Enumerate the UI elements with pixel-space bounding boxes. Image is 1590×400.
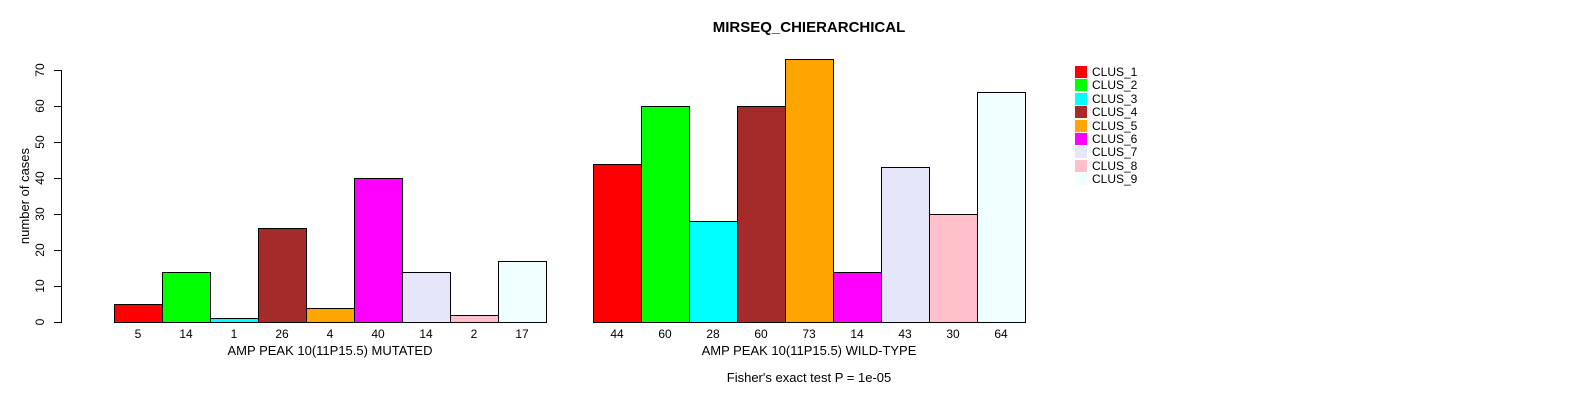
chart-title: MIRSEQ_CHIERARCHICAL xyxy=(712,19,906,36)
legend-label: CLUS_8 xyxy=(1092,159,1138,173)
bar-value-label: 44 xyxy=(610,327,624,341)
bar xyxy=(354,178,403,323)
bar xyxy=(689,221,738,323)
bar-value-label: 30 xyxy=(946,327,960,341)
bar-value-label: 64 xyxy=(994,327,1008,341)
bar-value-label: 14 xyxy=(179,327,193,341)
legend-label: CLUS_2 xyxy=(1092,78,1138,92)
legend-swatch xyxy=(1075,160,1087,172)
bar-value-label: 43 xyxy=(898,327,912,341)
legend-swatch xyxy=(1075,79,1087,91)
bar xyxy=(785,59,834,323)
bar-value-label: 1 xyxy=(230,327,238,341)
bar xyxy=(114,304,163,323)
legend-swatch xyxy=(1075,106,1087,118)
bar xyxy=(306,308,355,323)
bar xyxy=(162,272,211,323)
y-tick-mark xyxy=(54,142,61,143)
bar xyxy=(833,272,882,323)
y-tick-mark xyxy=(54,322,61,323)
y-tick-label: 70 xyxy=(33,63,47,77)
y-tick-mark xyxy=(54,70,61,71)
y-tick-label: 20 xyxy=(33,243,47,257)
bar xyxy=(402,272,451,323)
bar xyxy=(210,318,259,323)
bar-value-label: 2 xyxy=(470,327,478,341)
legend-label: CLUS_5 xyxy=(1092,119,1138,133)
bar-value-label: 4 xyxy=(326,327,334,341)
bar-value-label: 40 xyxy=(371,327,385,341)
bar xyxy=(929,214,978,323)
y-tick-label: 40 xyxy=(33,171,47,185)
y-tick-mark xyxy=(54,250,61,251)
bar-value-label: 28 xyxy=(706,327,720,341)
bar xyxy=(881,167,930,323)
bar xyxy=(450,315,499,323)
y-tick-mark xyxy=(54,178,61,179)
legend-label: CLUS_7 xyxy=(1092,145,1138,159)
x-axis-group-label: AMP PEAK 10(11P15.5) MUTATED xyxy=(227,343,433,358)
bar xyxy=(593,164,642,323)
bar xyxy=(498,261,547,323)
bar-value-label: 17 xyxy=(515,327,529,341)
legend-swatch xyxy=(1075,120,1087,132)
legend-swatch xyxy=(1075,93,1087,105)
legend-swatch xyxy=(1075,133,1087,145)
bar xyxy=(977,92,1026,323)
legend-label: CLUS_6 xyxy=(1092,132,1138,146)
bar xyxy=(258,228,307,323)
bar-value-label: 5 xyxy=(134,327,142,341)
fisher-test-caption: Fisher's exact test P = 1e-05 xyxy=(726,370,892,385)
bar xyxy=(737,106,786,323)
y-tick-label: 50 xyxy=(33,135,47,149)
legend-swatch xyxy=(1075,173,1087,185)
y-tick-mark xyxy=(54,286,61,287)
bar-value-label: 60 xyxy=(658,327,672,341)
legend-label: CLUS_1 xyxy=(1092,65,1138,79)
legend-label: CLUS_3 xyxy=(1092,92,1138,106)
y-axis-line xyxy=(61,70,62,323)
legend-swatch xyxy=(1075,66,1087,78)
y-tick-label: 60 xyxy=(33,99,47,113)
y-tick-label: 0 xyxy=(33,318,47,326)
bar xyxy=(641,106,690,323)
bar-value-label: 14 xyxy=(419,327,433,341)
y-tick-mark xyxy=(54,106,61,107)
bar-value-label: 73 xyxy=(802,327,816,341)
bar-value-label: 60 xyxy=(754,327,768,341)
x-axis-group-label: AMP PEAK 10(11P15.5) WILD-TYPE xyxy=(701,343,917,358)
legend-swatch xyxy=(1075,146,1087,158)
legend-label: CLUS_4 xyxy=(1092,105,1138,119)
bar-value-label: 14 xyxy=(850,327,864,341)
y-tick-mark xyxy=(54,214,61,215)
legend-label: CLUS_9 xyxy=(1092,172,1138,186)
y-tick-label: 10 xyxy=(33,279,47,293)
y-tick-label: 30 xyxy=(33,207,47,221)
bar-value-label: 26 xyxy=(275,327,289,341)
